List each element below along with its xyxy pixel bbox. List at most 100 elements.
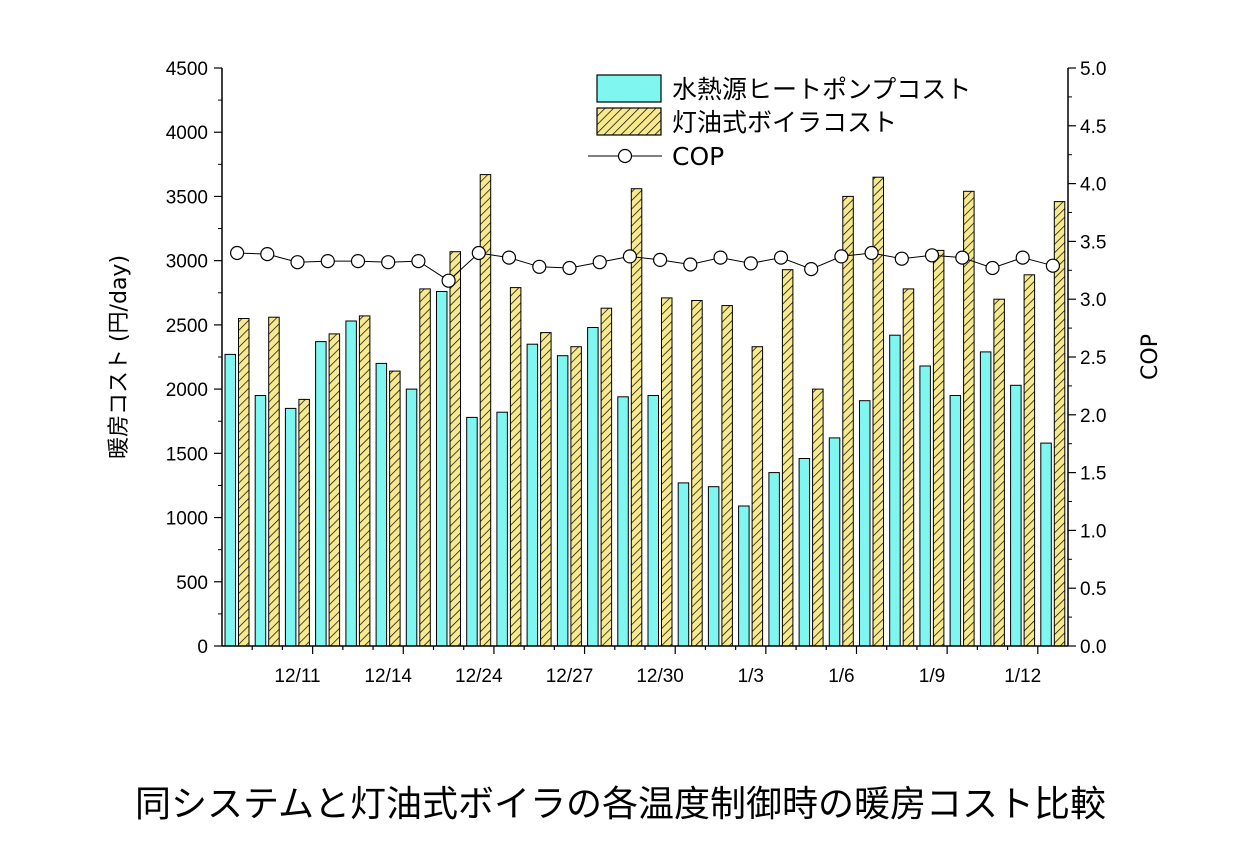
bar-heatpump-3 bbox=[315, 341, 327, 647]
bar-heatpump-8 bbox=[466, 416, 478, 647]
cop-point-0 bbox=[230, 245, 245, 261]
bar-heatpump-12 bbox=[587, 327, 599, 647]
bar-heatpump-9 bbox=[496, 411, 508, 647]
y2-tick-label-0: 0.0 bbox=[1080, 637, 1106, 658]
bar-kerosene-14 bbox=[661, 297, 673, 647]
cop-point-20 bbox=[834, 249, 849, 264]
bar-kerosene-7 bbox=[449, 251, 461, 647]
y-tick-label-5: 2500 bbox=[166, 316, 208, 337]
y2-tick-label-7: 3.5 bbox=[1080, 232, 1106, 253]
cop-point-14 bbox=[652, 252, 668, 267]
legend-swatch-heatpump bbox=[596, 74, 662, 103]
y-tick-label-4: 2000 bbox=[166, 380, 208, 401]
legend-swatch-kerosene bbox=[596, 107, 662, 136]
bar-kerosene-12 bbox=[600, 307, 613, 647]
bar-heatpump-23 bbox=[919, 365, 931, 647]
bar-kerosene-3 bbox=[328, 333, 341, 647]
bar-heatpump-24 bbox=[949, 395, 962, 647]
bar-heatpump-15 bbox=[677, 482, 690, 647]
bar-heatpump-13 bbox=[617, 396, 629, 647]
bar-kerosene-4 bbox=[358, 315, 371, 647]
bar-kerosene-25 bbox=[993, 298, 1005, 647]
bar-heatpump-1 bbox=[254, 395, 267, 647]
cop-point-26 bbox=[1015, 250, 1030, 265]
bar-kerosene-0 bbox=[238, 318, 250, 647]
y2-tick-label-2: 1.0 bbox=[1080, 521, 1106, 542]
y-tick-label-2: 1000 bbox=[166, 509, 208, 530]
bar-kerosene-16 bbox=[721, 305, 733, 647]
y2-tick-label-1: 0.5 bbox=[1080, 579, 1106, 600]
cop-point-27 bbox=[1045, 258, 1061, 273]
cop-point-7 bbox=[441, 273, 456, 288]
y-axis-label: 暖房コスト (円/day) bbox=[107, 255, 132, 459]
cop-line bbox=[237, 252, 1054, 282]
y-tick-label-8: 4000 bbox=[166, 123, 208, 144]
bar-heatpump-18 bbox=[768, 472, 780, 647]
cop-point-3 bbox=[320, 254, 335, 269]
cop-point-4 bbox=[350, 254, 366, 269]
cop-line-layer bbox=[230, 245, 1061, 288]
cop-point-2 bbox=[290, 255, 305, 270]
chart: 0 500 1000 1500 2000 2500 3000 3500 4000 4500 0.0 0… bbox=[107, 59, 1163, 687]
bar-kerosene-5 bbox=[389, 370, 401, 647]
cop-point-18 bbox=[773, 250, 789, 265]
bar-heatpump-19 bbox=[798, 458, 811, 647]
cop-point-9 bbox=[501, 250, 517, 265]
y-tick-label-0: 0 bbox=[197, 637, 208, 658]
bar-heatpump-10 bbox=[526, 343, 539, 647]
y2-tick-label-5: 2.5 bbox=[1080, 348, 1106, 369]
y2-axis-label: COP bbox=[1138, 334, 1163, 380]
y2-tick-label-6: 3.0 bbox=[1080, 290, 1106, 311]
bar-kerosene-26 bbox=[1023, 274, 1036, 647]
x-tick-label-4: 12/30 bbox=[636, 666, 684, 687]
legend-label-kerosene: 灯油式ボイラコスト bbox=[672, 108, 897, 137]
cop-point-24 bbox=[955, 250, 970, 265]
bar-heatpump-7 bbox=[436, 291, 448, 647]
bar-kerosene-15 bbox=[691, 300, 703, 647]
cop-point-8 bbox=[471, 245, 486, 261]
legend-label-cop: COP bbox=[672, 142, 724, 171]
cop-point-23 bbox=[924, 248, 940, 263]
bar-kerosene-2 bbox=[298, 398, 310, 647]
bar-kerosene-1 bbox=[268, 316, 280, 647]
bar-heatpump-16 bbox=[707, 486, 720, 647]
bar-heatpump-11 bbox=[556, 355, 569, 647]
cop-point-12 bbox=[592, 255, 607, 270]
y-tick-label-3: 1500 bbox=[166, 444, 208, 465]
bar-heatpump-17 bbox=[738, 505, 750, 647]
y2-tick-label-8: 4.0 bbox=[1080, 175, 1106, 196]
axes-layer: 0 500 1000 1500 2000 2500 3000 3500 4000 4500 0.0 0… bbox=[107, 59, 1163, 687]
bar-kerosene-11 bbox=[570, 346, 582, 647]
x-tick-label-5: 1/3 bbox=[738, 666, 764, 687]
cop-point-11 bbox=[562, 260, 577, 276]
bar-kerosene-6 bbox=[419, 288, 431, 647]
cop-point-10 bbox=[532, 259, 547, 274]
cop-point-25 bbox=[985, 260, 1000, 276]
bar-kerosene-8 bbox=[479, 174, 492, 647]
bar-kerosene-20 bbox=[842, 195, 854, 647]
bar-heatpump-22 bbox=[889, 334, 901, 647]
x-tick-label-8: 1/12 bbox=[1004, 666, 1041, 687]
bar-heatpump-26 bbox=[1010, 384, 1022, 647]
bar-heatpump-0 bbox=[224, 353, 236, 647]
cop-point-19 bbox=[804, 262, 819, 277]
y2-tick-label-9: 4.5 bbox=[1080, 117, 1106, 138]
y2-tick-label-3: 1.5 bbox=[1080, 464, 1106, 485]
y-tick-label-7: 3500 bbox=[166, 187, 208, 208]
bar-kerosene-23 bbox=[932, 249, 945, 647]
x-tick-label-3: 12/27 bbox=[546, 666, 594, 687]
bar-kerosene-22 bbox=[902, 288, 915, 647]
bar-heatpump-27 bbox=[1040, 442, 1052, 647]
cop-point-13 bbox=[622, 249, 638, 264]
y-tick-label-1: 500 bbox=[176, 573, 208, 594]
bar-heatpump-4 bbox=[345, 320, 357, 647]
y-tick-label-9: 4500 bbox=[166, 59, 208, 80]
cop-point-6 bbox=[411, 254, 426, 269]
bar-kerosene-10 bbox=[540, 332, 552, 647]
x-tick-label-1: 12/14 bbox=[364, 666, 412, 687]
cop-point-16 bbox=[713, 250, 728, 265]
legend-marker-cop bbox=[617, 148, 633, 164]
x-tick-label-7: 1/9 bbox=[919, 666, 945, 687]
cop-point-5 bbox=[381, 255, 396, 270]
